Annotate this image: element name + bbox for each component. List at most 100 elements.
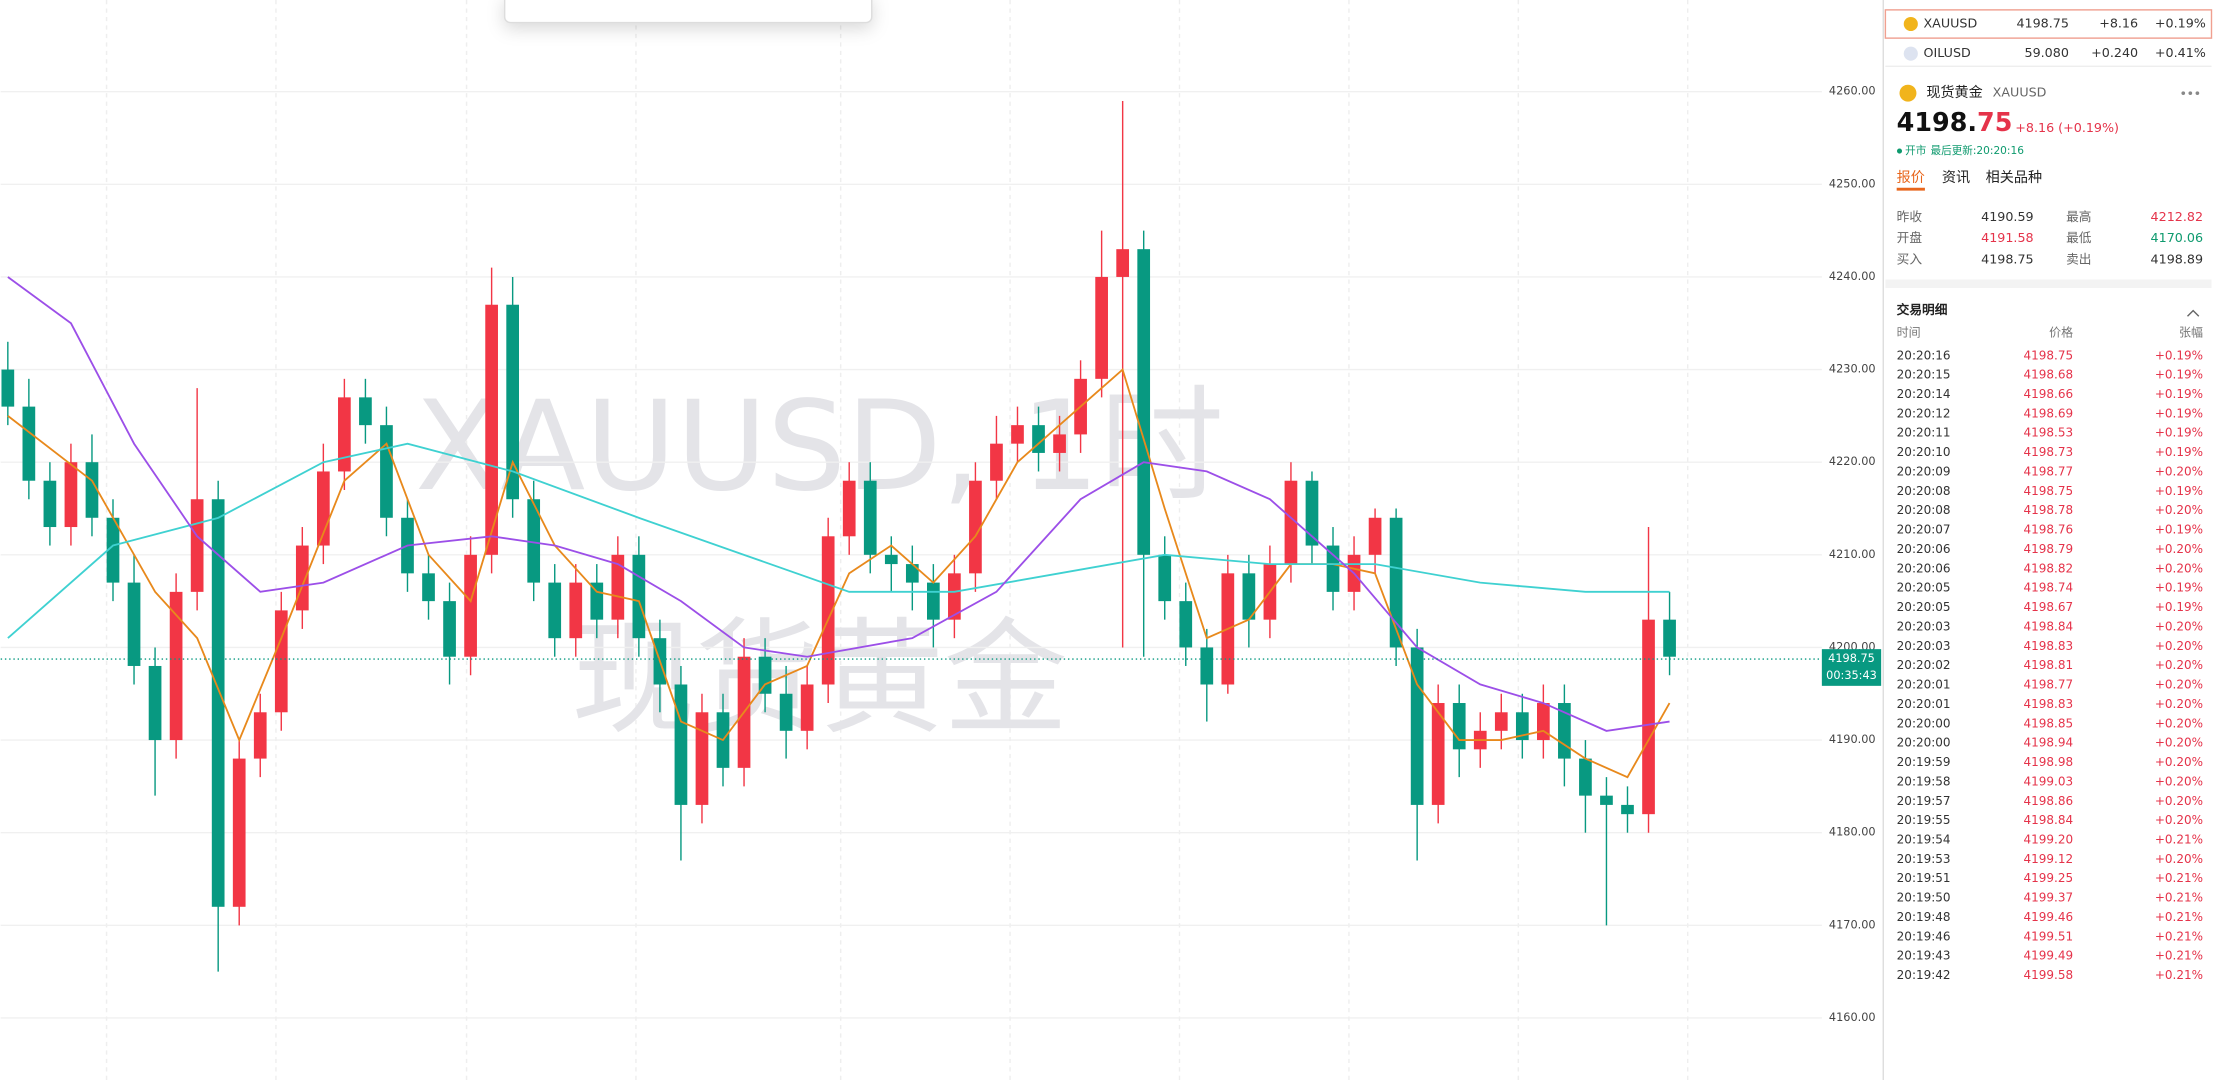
candle-body	[464, 554, 477, 657]
y-tick-label: 4190.00	[1829, 733, 1876, 746]
stat-value: 4198.89	[2151, 251, 2203, 266]
trade-cell: +0.20%	[2155, 852, 2203, 866]
trade-cell: 20:20:11	[1897, 426, 1951, 440]
trade-cell: +0.19%	[2155, 523, 2203, 537]
candle-body	[779, 693, 793, 731]
y-tick-label: 4240.00	[1829, 270, 1876, 283]
moving-average	[7, 367, 1671, 779]
trade-cell: +0.20%	[2155, 755, 2203, 769]
gold-icon	[1899, 84, 1917, 102]
symbol-icon	[1903, 46, 1918, 61]
trade-cell: 4198.81	[2024, 658, 2074, 672]
trade-cell: 4199.25	[2024, 871, 2074, 885]
candle-body	[1494, 712, 1508, 731]
candle-body	[22, 406, 36, 481]
stat-value: 4191.58	[1981, 230, 2033, 245]
stat-value: 4212.82	[2151, 209, 2203, 224]
trade-cell: 20:19:54	[1897, 833, 1951, 847]
candle-body	[632, 554, 646, 639]
trades-title: 交易明细	[1897, 302, 1948, 317]
candle-body	[274, 610, 288, 713]
stat-label: 最高	[2066, 209, 2091, 224]
trade-cell: 20:20:00	[1897, 736, 1951, 750]
trade-cell: 4198.78	[2024, 503, 2074, 517]
trade-cell: 20:20:08	[1897, 503, 1951, 517]
stat-value: 4190.59	[1981, 209, 2033, 224]
tab[interactable]: 相关品种	[1986, 170, 2042, 186]
tab[interactable]: 报价	[1897, 170, 1925, 186]
candle-body	[85, 462, 99, 518]
candle-body	[1200, 647, 1214, 685]
trade-cell: 4198.73	[2024, 445, 2074, 459]
candle-body	[1326, 545, 1340, 592]
trade-cell: 4199.46	[2024, 910, 2074, 924]
candle-body	[1389, 517, 1403, 648]
watch-symbol[interactable]: OILUSD	[1924, 45, 1972, 60]
candle-body	[253, 712, 267, 759]
trade-cell: +0.21%	[2155, 891, 2203, 905]
trade-cell: 4198.84	[2024, 813, 2074, 827]
candle-body	[1515, 712, 1529, 741]
candle-body	[863, 480, 877, 555]
trade-cell: +0.19%	[2155, 368, 2203, 382]
countdown: 00:35:43	[1826, 669, 1877, 682]
more-button[interactable]	[2181, 91, 2200, 96]
trade-cell: +0.20%	[2155, 542, 2203, 556]
collapse-icon[interactable]	[2187, 309, 2200, 317]
symbol-icon	[1903, 16, 1918, 32]
candle-body	[148, 665, 162, 741]
candle-body	[443, 601, 456, 657]
trade-cell: 20:20:03	[1897, 619, 1951, 633]
candle-body	[106, 517, 120, 583]
trade-cell: 4198.84	[2024, 619, 2074, 633]
trade-cell: 20:20:07	[1897, 523, 1951, 537]
y-tick-label: 4210.00	[1829, 548, 1876, 561]
candle-body	[1558, 703, 1571, 759]
candle-body	[422, 573, 435, 602]
trade-cell: +0.20%	[2155, 464, 2203, 478]
trade-cell: 4198.79	[2024, 542, 2074, 556]
candle-body	[1, 369, 15, 407]
trade-cell: +0.20%	[2155, 561, 2203, 575]
quote-name: 现货黄金	[1926, 84, 1982, 101]
candle-body	[1452, 703, 1466, 750]
trade-cell: 4198.69	[2024, 406, 2074, 420]
trade-cell: 20:19:42	[1897, 968, 1951, 982]
candle-body	[1368, 517, 1382, 555]
candle-body	[1179, 601, 1193, 648]
candle-body	[758, 656, 772, 694]
tab[interactable]: 资讯	[1942, 170, 1970, 186]
stat-label: 最低	[2066, 230, 2092, 245]
watch-change: +8.16	[2099, 15, 2138, 30]
candle-body	[1053, 434, 1066, 453]
candle-body	[674, 684, 688, 805]
candle-body	[380, 425, 393, 518]
trade-cell: 20:19:55	[1897, 813, 1951, 827]
trade-cell: +0.19%	[2155, 406, 2203, 420]
candle-body	[64, 462, 78, 528]
candle-body	[1116, 249, 1130, 277]
trade-cell: 20:19:53	[1897, 852, 1951, 866]
trade-cell: +0.19%	[2155, 600, 2203, 614]
trades-header: 价格	[2049, 325, 2073, 340]
y-tick-label: 4250.00	[1829, 177, 1876, 190]
status-dot	[1896, 148, 1903, 154]
candle-body	[569, 582, 583, 639]
trade-cell: 20:19:46	[1897, 929, 1951, 943]
candle-body	[1095, 276, 1108, 379]
candle-body	[990, 443, 1003, 481]
candle-body	[1011, 425, 1024, 444]
watch-change-pct: +0.41%	[2155, 45, 2206, 60]
watch-symbol[interactable]: XAUUSD	[1924, 15, 1978, 30]
trade-cell: +0.20%	[2155, 697, 2203, 711]
candle-body	[43, 480, 57, 528]
candle-body	[169, 591, 183, 741]
candle-body	[527, 499, 541, 583]
trade-cell: 20:20:02	[1897, 658, 1951, 672]
trades-header: 张幅	[2179, 325, 2203, 340]
trade-cell: 20:20:08	[1897, 484, 1951, 498]
trade-cell: 4198.86	[2024, 794, 2074, 808]
trade-cell: +0.20%	[2155, 774, 2203, 788]
trade-cell: 4199.20	[2024, 833, 2074, 847]
trade-cell: 20:20:15	[1897, 368, 1951, 382]
